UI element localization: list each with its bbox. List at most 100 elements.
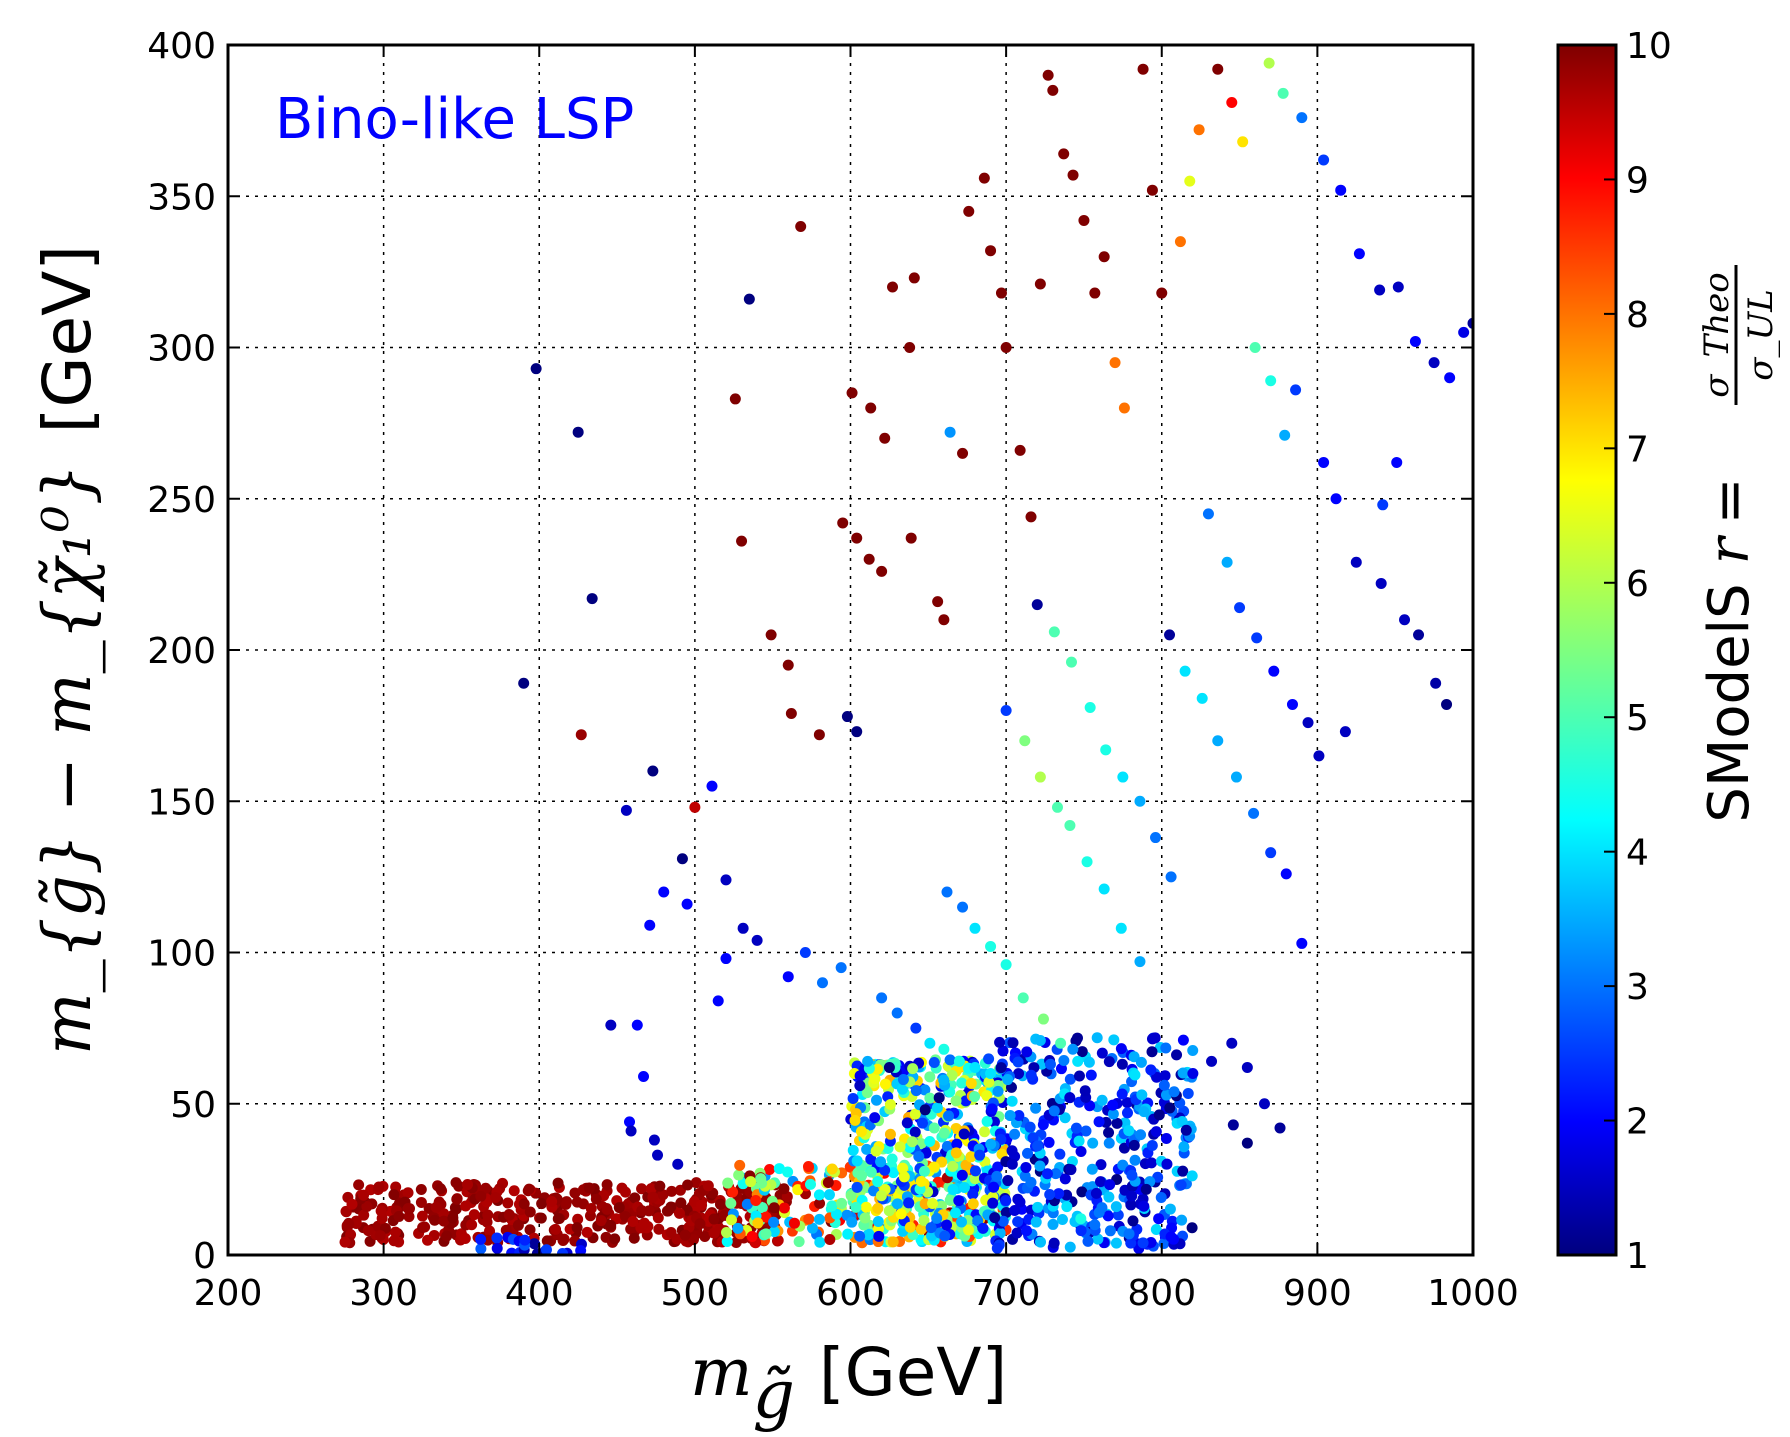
scatter-point xyxy=(1087,1137,1099,1149)
scatter-point xyxy=(706,780,718,792)
scatter-point xyxy=(907,1063,919,1075)
y-axis-title: m_{g̃} − m_{χ̃₁⁰} [GeV] xyxy=(29,245,106,1055)
scatter-point xyxy=(1044,1189,1056,1200)
scatter-point xyxy=(1035,1236,1047,1248)
scatter-point xyxy=(1286,698,1298,710)
y-tick-label: 250 xyxy=(147,480,216,521)
scatter-point xyxy=(1186,1170,1198,1182)
scatter-point xyxy=(353,1179,365,1191)
scatter-point xyxy=(389,1226,401,1238)
scatter-point xyxy=(1335,184,1347,196)
scatter-point xyxy=(1007,1037,1019,1049)
scatter-point xyxy=(434,1183,446,1195)
colorbar-ticks: 1 2 3 4 5 6 7 8 9 10 xyxy=(1604,26,1672,1277)
scatter-point xyxy=(1117,771,1129,783)
scatter-point xyxy=(1093,1116,1105,1128)
scatter-point xyxy=(1268,665,1280,677)
scatter-point xyxy=(768,1202,780,1214)
scatter-point xyxy=(1129,1154,1141,1166)
scatter-point xyxy=(1070,1035,1082,1047)
scatter-point xyxy=(1084,1100,1096,1112)
scatter-point xyxy=(1067,169,1079,181)
scatter-point xyxy=(842,1228,854,1240)
scatter-point xyxy=(662,1205,674,1217)
scatter-point xyxy=(760,1228,772,1240)
scatter-point xyxy=(699,1231,711,1243)
scatter-point xyxy=(1193,124,1205,136)
scatter-point xyxy=(1095,1159,1107,1171)
scatter-point xyxy=(415,1183,427,1195)
scatter-point xyxy=(571,1222,583,1234)
scatter-point xyxy=(1104,1225,1116,1237)
scatter-point xyxy=(778,1202,790,1214)
scatter-point xyxy=(1044,1058,1056,1070)
scatter-point xyxy=(1019,735,1031,747)
scatter-point xyxy=(865,402,877,414)
scatter-point xyxy=(1377,499,1389,511)
scatter-point xyxy=(491,1242,503,1254)
scatter-point xyxy=(987,1197,999,1209)
y-tick-label: 100 xyxy=(147,934,216,975)
scatter-point xyxy=(1136,1089,1148,1101)
scatter-point xyxy=(1013,1110,1025,1122)
scatter-point xyxy=(1000,1194,1012,1206)
scatter-point xyxy=(1279,429,1291,441)
scatter-point xyxy=(924,1071,936,1083)
colorbar-denominator: σ_UL xyxy=(1741,289,1781,380)
colorbar-tick-label: 10 xyxy=(1626,26,1672,67)
scatter-point xyxy=(1158,1079,1170,1091)
scatter-point xyxy=(1263,57,1275,69)
scatter-point xyxy=(625,1125,637,1137)
scatter-point xyxy=(956,1077,968,1089)
scatter-point xyxy=(847,1144,859,1156)
scatter-point xyxy=(1078,214,1090,226)
scatter-point xyxy=(992,1161,1004,1173)
scatter-point xyxy=(894,1141,906,1153)
colorbar-tick-label: 4 xyxy=(1626,833,1649,874)
scatter-point xyxy=(536,1198,548,1210)
scatter-point xyxy=(720,874,732,886)
svg-text:m_{g̃} − m_{χ̃₁⁰}[GeV]: m_{g̃} − m_{χ̃₁⁰} [GeV] xyxy=(29,245,106,1055)
scatter-point xyxy=(1241,1061,1253,1073)
scatter-point xyxy=(1073,1135,1085,1147)
scatter-point xyxy=(915,1175,927,1187)
scatter-point xyxy=(983,1076,995,1088)
scatter-point xyxy=(422,1234,434,1246)
scatter-point xyxy=(905,532,917,544)
scatter-point xyxy=(985,245,997,257)
scatter-point xyxy=(721,1236,733,1248)
scatter-point xyxy=(1098,883,1110,895)
scatter-point xyxy=(884,1128,896,1140)
scatter-point xyxy=(362,1225,374,1237)
scatter-point xyxy=(1096,1047,1108,1059)
scatter-point xyxy=(944,426,956,438)
scatter-point xyxy=(1145,1064,1157,1076)
scatter-point xyxy=(908,272,920,284)
scatter-point xyxy=(689,801,701,813)
scatter-point xyxy=(1116,1088,1128,1100)
scatter-point xyxy=(636,1183,648,1195)
y-tick-label: 0 xyxy=(193,1236,216,1277)
scatter-point xyxy=(887,1167,899,1179)
x-tick-label: 400 xyxy=(505,1273,574,1314)
scatter-point xyxy=(1056,1213,1068,1225)
x-axis-subscript: g̃ xyxy=(753,1356,795,1433)
scatter-point xyxy=(524,1224,536,1236)
scatter-point xyxy=(1350,556,1362,568)
scatter-point xyxy=(1128,1139,1140,1151)
scatter-point xyxy=(1206,1055,1218,1067)
scatter-point xyxy=(965,1077,977,1089)
scatter-point xyxy=(1280,868,1292,880)
scatter-point xyxy=(816,977,828,989)
scatter-point xyxy=(943,1110,955,1122)
scatter-point xyxy=(913,1150,925,1162)
scatter-point xyxy=(1150,832,1162,844)
scatter-point xyxy=(502,1197,514,1209)
scatter-point xyxy=(475,1190,487,1202)
scatter-point xyxy=(869,1073,881,1085)
scatter-point xyxy=(730,1236,742,1248)
scatter-point xyxy=(915,1223,927,1235)
scatter-point xyxy=(1290,384,1302,396)
scatter-point xyxy=(415,1196,427,1208)
scatter-point xyxy=(1187,1045,1199,1057)
